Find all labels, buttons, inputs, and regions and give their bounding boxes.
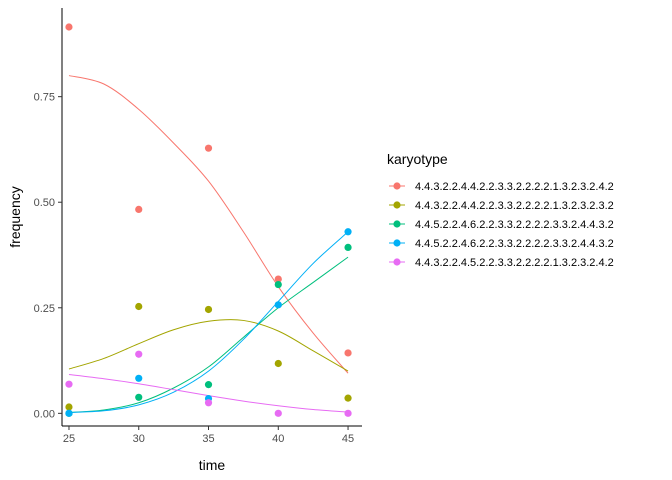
axes: 25 30 35 40 45 0.00 0.25 0.50 0.75: [34, 8, 362, 445]
data-point: [135, 350, 143, 358]
data-point: [274, 275, 282, 283]
legend-key-point: [393, 182, 401, 190]
legend-key-point: [393, 258, 401, 266]
x-tick-label: 45: [342, 433, 354, 445]
x-axis-title: time: [199, 457, 226, 473]
data-point: [274, 359, 282, 368]
trend-line: [68, 231, 349, 413]
legend-label: 4.4.5.2.2.4.6.2.2.3.3.2.2.2.2.3.3.2.4.4.…: [415, 219, 614, 231]
data-point: [344, 243, 352, 251]
data-point: [65, 380, 73, 388]
data-point: [204, 305, 213, 314]
trend-line: [68, 373, 349, 413]
y-tick-label: 0.00: [34, 408, 55, 420]
legend-label: 4.4.3.2.2.4.4.2.2.3.3.2.2.2.2.1.3.2.3.2.…: [415, 181, 614, 193]
data-point: [204, 144, 213, 152]
trend-line: [68, 319, 349, 372]
data-point: [204, 381, 213, 389]
x-tick-label: 30: [133, 433, 145, 445]
x-tick-label: 25: [63, 433, 75, 445]
trend-line: [68, 256, 349, 413]
legend-label: 4.4.5.2.2.4.6.2.2.3.3.2.2.2.2.3.3.2.4.4.…: [415, 238, 614, 250]
data-point: [274, 301, 282, 309]
data-point: [344, 409, 352, 417]
data-point: [274, 409, 282, 417]
y-tick-label: 0.50: [34, 197, 55, 209]
data-point: [135, 205, 143, 213]
legend-label: 4.4.3.2.2.4.4.2.2.3.3.2.2.2.2.1.3.2.3.2.…: [415, 200, 614, 212]
legend-title: karyotype: [387, 151, 448, 167]
y-axis-title: frequency: [7, 186, 23, 247]
data-point: [65, 23, 73, 31]
trend-lines: [68, 75, 349, 413]
data-point: [135, 374, 143, 382]
data-point: [65, 409, 73, 417]
legend: karyotype 4.4.3.2.2.4.4.2.2.3.3.2.2.2.2.…: [387, 151, 614, 269]
data-point: [344, 349, 352, 357]
data-points: [65, 23, 352, 417]
y-tick-label: 0.25: [34, 303, 55, 315]
x-tick-label: 40: [272, 433, 284, 445]
x-tick-label: 35: [202, 433, 214, 445]
y-tick-label: 0.75: [34, 92, 55, 104]
legend-key-point: [393, 220, 401, 228]
legend-key-point: [393, 201, 401, 209]
data-point: [274, 280, 282, 289]
data-point: [344, 228, 352, 236]
data-point: [65, 403, 73, 411]
data-point: [135, 393, 143, 401]
legend-label: 4.4.3.2.2.4.5.2.2.3.3.2.2.2.2.1.3.2.3.2.…: [415, 257, 614, 269]
data-point: [135, 302, 143, 311]
data-point: [344, 394, 352, 402]
trend-line: [68, 75, 349, 374]
legend-key-point: [393, 239, 401, 247]
data-point: [204, 399, 213, 407]
